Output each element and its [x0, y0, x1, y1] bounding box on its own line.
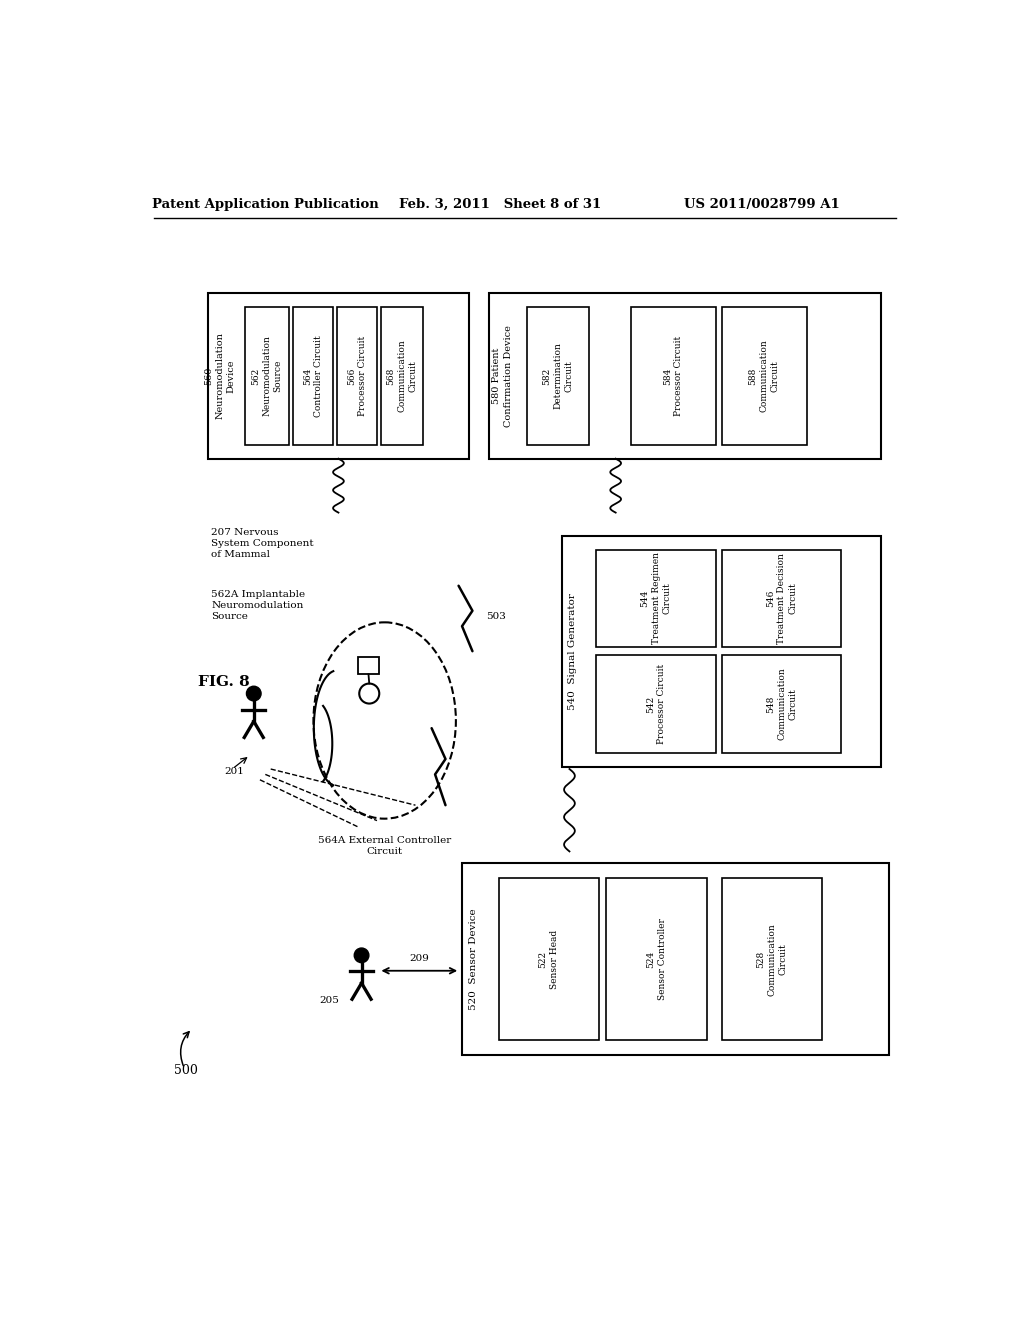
Text: 584
Processor Circuit: 584 Processor Circuit — [664, 335, 683, 416]
Text: 528
Communication
Circuit: 528 Communication Circuit — [757, 923, 787, 995]
Text: 544
Treatment Regimen
Circuit: 544 Treatment Regimen Circuit — [640, 553, 672, 644]
Text: 560
Neuromodulation
Device: 560 Neuromodulation Device — [204, 333, 236, 420]
Bar — [499, 878, 599, 1040]
Bar — [606, 878, 707, 1040]
Text: 205: 205 — [319, 997, 339, 1005]
Bar — [488, 293, 882, 459]
Text: 520  Sensor Device: 520 Sensor Device — [469, 908, 478, 1010]
Bar — [245, 308, 289, 445]
Bar — [208, 293, 469, 459]
Text: 209: 209 — [410, 954, 429, 964]
Bar — [462, 863, 889, 1056]
Text: 542
Processor Circuit: 542 Processor Circuit — [646, 664, 667, 744]
Text: 582
Determination
Circuit: 582 Determination Circuit — [543, 342, 573, 409]
Text: 201: 201 — [224, 767, 245, 776]
Text: Patent Application Publication: Patent Application Publication — [152, 198, 379, 211]
Bar — [596, 655, 716, 752]
Text: FIG. 8: FIG. 8 — [199, 675, 250, 689]
Text: 207 Nervous
System Component
of Mammal: 207 Nervous System Component of Mammal — [211, 528, 314, 560]
Text: 580 Patient
Confirmation Device: 580 Patient Confirmation Device — [493, 325, 513, 426]
Bar — [722, 655, 842, 752]
Bar — [596, 549, 716, 647]
Text: 568
Communication
Circuit: 568 Communication Circuit — [386, 339, 418, 412]
Bar — [722, 549, 842, 647]
Text: 540  Signal Generator: 540 Signal Generator — [568, 593, 578, 710]
Bar — [381, 308, 423, 445]
Text: 566
Processor Circuit: 566 Processor Circuit — [347, 335, 367, 416]
Bar — [722, 308, 807, 445]
Text: 564A External Controller
Circuit: 564A External Controller Circuit — [318, 836, 452, 857]
Circle shape — [247, 686, 261, 701]
Text: Feb. 3, 2011   Sheet 8 of 31: Feb. 3, 2011 Sheet 8 of 31 — [399, 198, 601, 211]
Bar — [631, 308, 716, 445]
Text: 564
Controller Circuit: 564 Controller Circuit — [303, 335, 324, 417]
Text: 562A Implantable
Neuromodulation
Source: 562A Implantable Neuromodulation Source — [211, 590, 305, 620]
Text: 588
Communication
Circuit: 588 Communication Circuit — [749, 339, 780, 412]
Bar — [562, 536, 882, 767]
Text: 522
Sensor Head: 522 Sensor Head — [539, 929, 559, 989]
Bar — [293, 308, 333, 445]
Text: 562
Neuromodulation
Source: 562 Neuromodulation Source — [251, 335, 283, 416]
Bar — [337, 308, 377, 445]
Text: US 2011/0028799 A1: US 2011/0028799 A1 — [684, 198, 840, 211]
Text: 548
Communication
Circuit: 548 Communication Circuit — [766, 668, 798, 741]
Text: 524
Sensor Controller: 524 Sensor Controller — [646, 919, 667, 1001]
Text: 503: 503 — [486, 612, 506, 620]
Text: 546
Treatment Decision
Circuit: 546 Treatment Decision Circuit — [766, 553, 798, 644]
Bar — [722, 878, 822, 1040]
Bar — [357, 657, 379, 675]
Bar — [527, 308, 589, 445]
Circle shape — [354, 948, 369, 962]
Text: 500: 500 — [174, 1064, 199, 1077]
